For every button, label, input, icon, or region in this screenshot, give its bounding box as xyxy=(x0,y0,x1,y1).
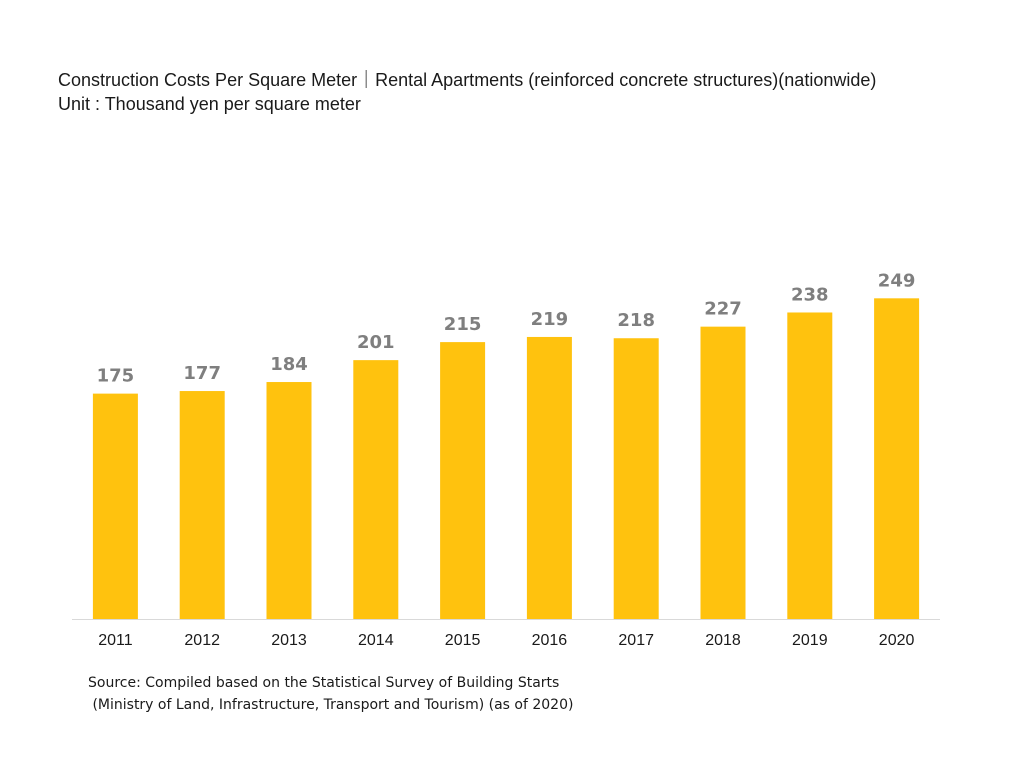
data-label-2017: 218 xyxy=(617,310,655,331)
x-tick-label-2020: 2020 xyxy=(879,632,915,649)
chart-unit: Unit : Thousand yen per square meter xyxy=(58,94,361,114)
data-label-2020: 249 xyxy=(878,270,916,291)
bar-2018 xyxy=(700,326,746,619)
source-note-line-2: (Ministry of Land, Infrastructure, Trans… xyxy=(88,697,574,713)
bar-2013 xyxy=(266,382,312,619)
x-tick-label-2014: 2014 xyxy=(358,632,394,649)
x-tick-label-2013: 2013 xyxy=(271,632,307,649)
chart-title: Construction Costs Per Square Meter｜Rent… xyxy=(58,70,877,90)
data-label-2016: 219 xyxy=(531,309,569,330)
x-tick-label-2011: 2011 xyxy=(98,632,133,649)
bar-2019 xyxy=(787,312,833,619)
data-label-2012: 177 xyxy=(183,363,221,384)
bar-2012 xyxy=(179,391,225,619)
data-label-2011: 175 xyxy=(97,366,135,387)
data-label-2014: 201 xyxy=(357,332,395,353)
x-tick-label-2017: 2017 xyxy=(618,632,654,649)
bar-2011 xyxy=(92,393,138,619)
data-label-2013: 184 xyxy=(270,354,308,375)
data-label-2018: 227 xyxy=(704,299,742,320)
data-label-2015: 215 xyxy=(444,314,482,335)
x-tick-label-2016: 2016 xyxy=(532,632,568,649)
source-note-line-1: Source: Compiled based on the Statistica… xyxy=(88,675,560,691)
x-tick-label-2015: 2015 xyxy=(445,632,481,649)
x-tick-label-2019: 2019 xyxy=(792,632,828,649)
bar-2014 xyxy=(353,360,399,619)
bar-2020 xyxy=(874,298,920,619)
bar-2017 xyxy=(613,338,659,619)
x-tick-label-2018: 2018 xyxy=(705,632,741,649)
bar-2016 xyxy=(526,336,572,619)
bar-2015 xyxy=(440,342,486,619)
x-tick-label-2012: 2012 xyxy=(184,632,220,649)
data-label-2019: 238 xyxy=(791,284,829,305)
